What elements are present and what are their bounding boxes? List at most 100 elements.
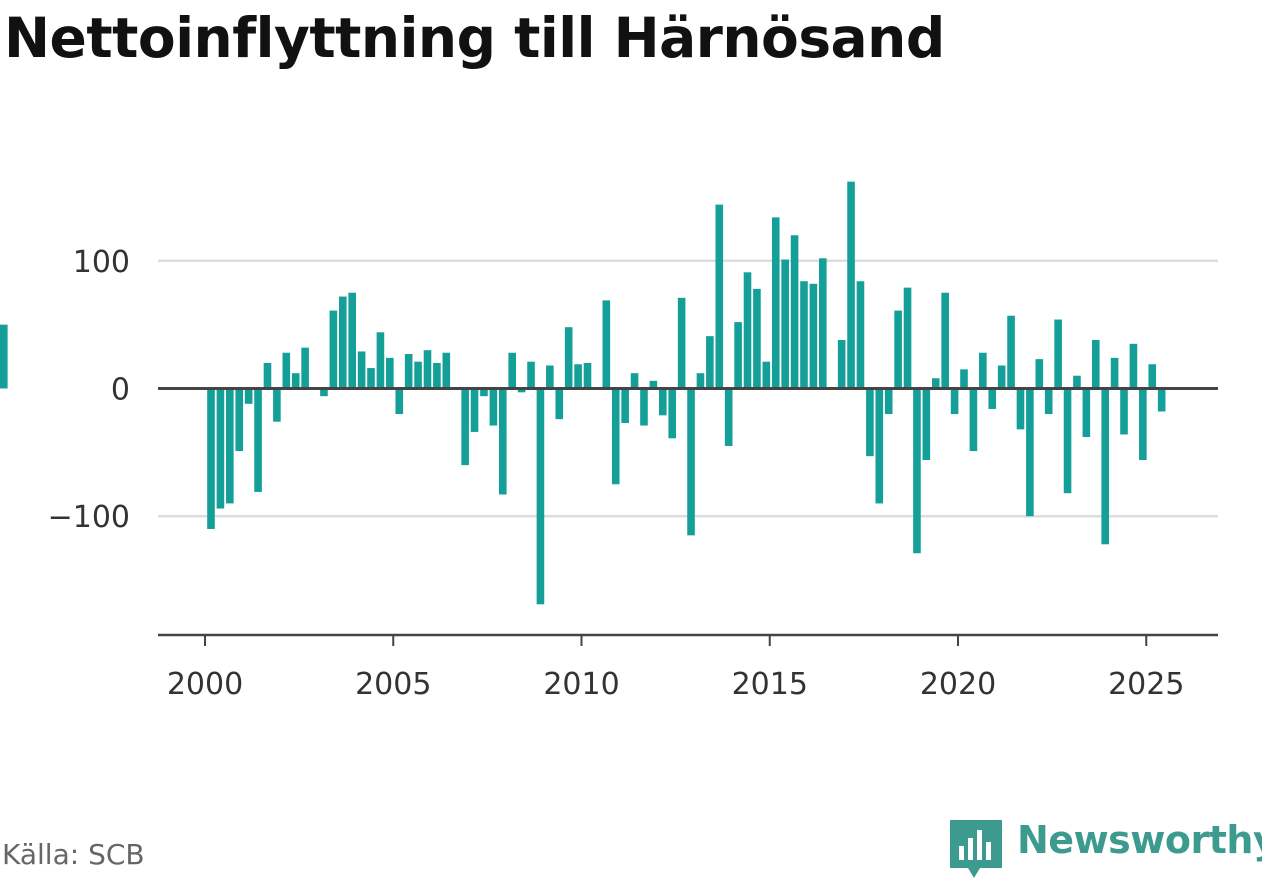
- bar: [207, 388, 215, 529]
- bar: [1035, 359, 1044, 389]
- x-tick-labels: 2000 2005 2010 2015 2020 2025: [167, 635, 1184, 702]
- bar: [1054, 319, 1062, 389]
- bar: [1007, 315, 1015, 389]
- bar: [357, 351, 366, 389]
- bar: [602, 300, 611, 389]
- bars-layer: [0, 181, 1166, 605]
- bar: [979, 352, 987, 389]
- bar: [1120, 388, 1128, 435]
- bar: [216, 388, 225, 509]
- bar: [376, 332, 385, 389]
- bar: [884, 388, 893, 415]
- bar: [291, 373, 300, 389]
- bar: [809, 283, 818, 389]
- bar: [1091, 339, 1100, 389]
- bar: [386, 357, 394, 389]
- bar: [866, 388, 874, 457]
- bar: [894, 310, 902, 389]
- bar: [508, 352, 516, 389]
- bar: [771, 217, 780, 389]
- bar: [847, 181, 855, 389]
- bar: [649, 380, 658, 389]
- bar: [781, 259, 789, 389]
- bar: [677, 297, 686, 389]
- bar: [734, 322, 742, 389]
- bar: [1101, 388, 1109, 545]
- bar: [753, 288, 761, 389]
- bar: [273, 388, 281, 422]
- bar: [555, 388, 564, 420]
- bar: [367, 368, 375, 389]
- bar: [724, 388, 733, 446]
- bar: [489, 388, 498, 426]
- bar: [461, 388, 469, 466]
- y-tick-label: 0: [111, 373, 130, 408]
- bar: [1082, 388, 1091, 438]
- bar: [254, 388, 262, 492]
- bar: [423, 350, 432, 389]
- bar: [263, 362, 272, 389]
- axis-layer: [158, 387, 1218, 637]
- bar: [574, 364, 582, 389]
- bar: [790, 235, 799, 389]
- bar: [819, 258, 827, 389]
- x-tick-label: 2025: [1108, 667, 1184, 702]
- bar: [536, 388, 545, 605]
- bar: [498, 388, 507, 495]
- bar: [414, 361, 422, 389]
- bar: [301, 347, 309, 389]
- y-tick-label: −100: [48, 500, 130, 535]
- bar: [517, 388, 526, 393]
- bar: [903, 287, 912, 389]
- bar: [1129, 343, 1138, 389]
- x-tick-label: 2015: [732, 667, 808, 702]
- bar: [320, 388, 328, 397]
- bar: [433, 362, 441, 389]
- bar: [960, 369, 968, 389]
- bar: [696, 373, 705, 389]
- bar: [470, 388, 479, 432]
- bar: [668, 388, 677, 439]
- y-tick-label: 100: [73, 245, 130, 280]
- bar: [640, 388, 648, 426]
- bar: [1063, 388, 1072, 494]
- bar: [583, 362, 592, 389]
- bar: [404, 354, 413, 389]
- bar: [630, 373, 639, 389]
- page-title: Nettoinflyttning till Härnösand: [4, 6, 945, 70]
- y-tick-labels: 100 0 −100: [48, 245, 130, 535]
- x-tick-label: 2010: [543, 667, 619, 702]
- bar: [348, 292, 356, 389]
- bar: [1026, 388, 1034, 517]
- x-tick-label: 2005: [355, 667, 431, 702]
- bar: [1044, 388, 1053, 415]
- bar: [1073, 375, 1081, 389]
- bar: [969, 388, 978, 452]
- bar: [800, 281, 808, 389]
- bar: [743, 272, 752, 389]
- bar: [226, 388, 234, 504]
- source-note: Källa: SCB: [2, 838, 145, 871]
- bar: [1110, 357, 1119, 389]
- bar: [715, 204, 724, 389]
- bar: [913, 388, 921, 554]
- bar: [1148, 364, 1157, 389]
- bar: [527, 361, 535, 389]
- bar: [611, 388, 620, 485]
- bar: [480, 388, 488, 397]
- bar: [282, 352, 291, 389]
- bar: [837, 339, 846, 389]
- x-tick-label: 2020: [920, 667, 996, 702]
- bar: [762, 361, 771, 389]
- bar: [875, 388, 884, 504]
- bar: [564, 327, 573, 389]
- bar: [659, 388, 667, 416]
- bar: [931, 378, 940, 389]
- bar: [950, 388, 959, 415]
- bar: [687, 388, 695, 536]
- bar: [941, 292, 949, 389]
- bar: [856, 281, 865, 389]
- brand-logo[interactable]: Newsworthy: [950, 818, 1262, 878]
- bar: [621, 388, 629, 423]
